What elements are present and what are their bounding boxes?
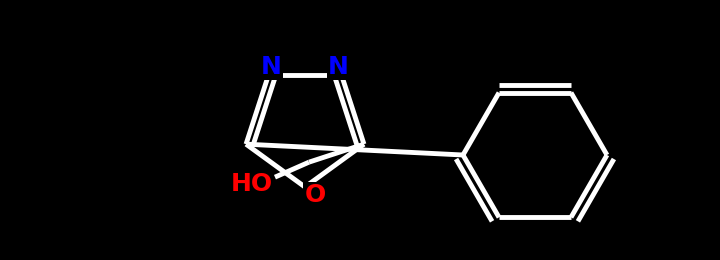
Text: HO: HO (231, 172, 273, 196)
Text: N: N (328, 55, 349, 79)
Text: O: O (305, 183, 325, 207)
Text: N: N (261, 55, 282, 79)
